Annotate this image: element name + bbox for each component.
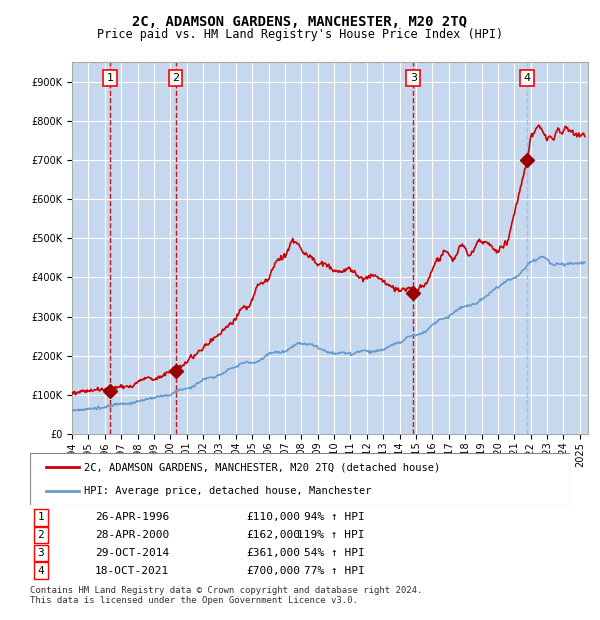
Bar	[527, 62, 588, 434]
Text: Contains HM Land Registry data © Crown copyright and database right 2024.
This d: Contains HM Land Registry data © Crown c…	[30, 586, 422, 605]
FancyBboxPatch shape	[30, 453, 570, 505]
Bar	[110, 62, 176, 434]
Text: 2C, ADAMSON GARDENS, MANCHESTER, M20 2TQ (detached house): 2C, ADAMSON GARDENS, MANCHESTER, M20 2TQ…	[84, 463, 440, 472]
Bar	[72, 62, 110, 434]
Text: 26-APR-1996: 26-APR-1996	[95, 512, 169, 522]
Text: 2: 2	[37, 530, 44, 540]
Text: HPI: Average price, detached house, Manchester: HPI: Average price, detached house, Manc…	[84, 485, 371, 495]
Text: 28-APR-2000: 28-APR-2000	[95, 530, 169, 540]
Text: £110,000: £110,000	[246, 512, 300, 522]
Bar	[72, 62, 110, 434]
Text: 2C, ADAMSON GARDENS, MANCHESTER, M20 2TQ: 2C, ADAMSON GARDENS, MANCHESTER, M20 2TQ	[133, 16, 467, 30]
Bar	[176, 62, 413, 434]
Text: 29-OCT-2014: 29-OCT-2014	[95, 548, 169, 558]
Bar	[413, 62, 527, 434]
Bar	[413, 62, 527, 434]
Text: £162,000: £162,000	[246, 530, 300, 540]
Text: 4: 4	[524, 73, 531, 83]
Bar	[110, 62, 176, 434]
Text: 18-OCT-2021: 18-OCT-2021	[95, 566, 169, 576]
Bar	[527, 62, 588, 434]
Text: 77% ↑ HPI: 77% ↑ HPI	[304, 566, 365, 576]
Text: 54% ↑ HPI: 54% ↑ HPI	[304, 548, 365, 558]
Text: 2: 2	[172, 73, 179, 83]
Text: 119% ↑ HPI: 119% ↑ HPI	[298, 530, 365, 540]
Text: £361,000: £361,000	[246, 548, 300, 558]
Text: £700,000: £700,000	[246, 566, 300, 576]
Text: 1: 1	[37, 512, 44, 522]
Text: Price paid vs. HM Land Registry's House Price Index (HPI): Price paid vs. HM Land Registry's House …	[97, 28, 503, 41]
Text: 1: 1	[107, 73, 113, 83]
Text: 3: 3	[410, 73, 417, 83]
Text: 94% ↑ HPI: 94% ↑ HPI	[304, 512, 365, 522]
Text: 4: 4	[37, 566, 44, 576]
Text: 3: 3	[37, 548, 44, 558]
